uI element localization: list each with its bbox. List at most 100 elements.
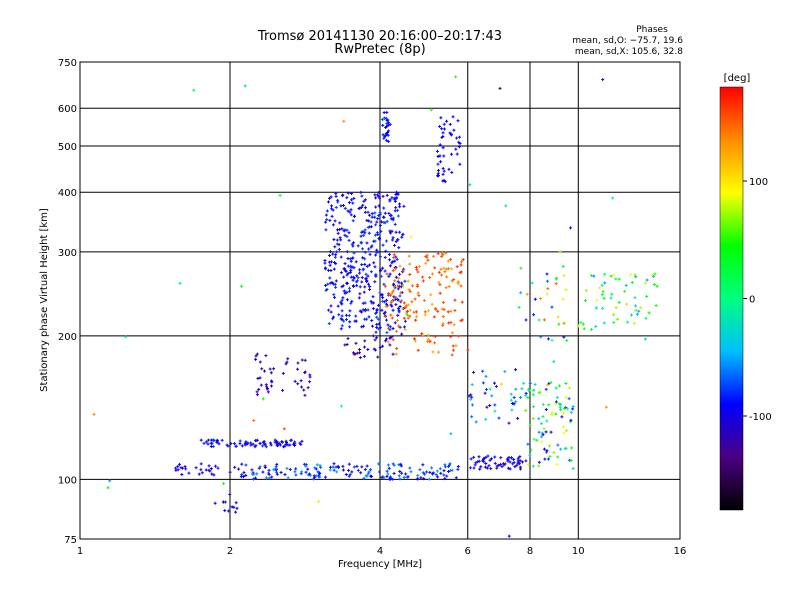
data-point <box>459 284 463 288</box>
data-point <box>569 226 573 230</box>
data-point <box>394 295 398 299</box>
data-point <box>384 116 388 120</box>
data-point <box>357 296 361 300</box>
data-point <box>253 445 257 449</box>
data-point <box>349 259 353 263</box>
data-point <box>636 312 640 316</box>
data-point <box>332 293 336 297</box>
data-point <box>556 315 560 319</box>
data-point <box>408 308 412 312</box>
data-point <box>435 469 439 473</box>
data-point <box>540 435 544 439</box>
data-point <box>435 149 439 153</box>
data-point <box>403 306 407 310</box>
data-point <box>518 465 522 469</box>
data-point <box>217 442 221 446</box>
data-point <box>375 248 379 252</box>
data-point <box>363 467 367 471</box>
data-point <box>403 319 407 323</box>
data-point <box>358 271 362 275</box>
data-point <box>318 475 322 479</box>
data-point <box>340 227 344 231</box>
data-point <box>457 140 461 144</box>
data-point <box>439 160 443 164</box>
data-point <box>513 465 517 469</box>
data-point <box>610 292 614 296</box>
data-point <box>558 250 562 254</box>
data-point <box>323 475 327 479</box>
data-point <box>402 204 406 208</box>
data-point <box>418 265 422 269</box>
data-point <box>446 267 450 271</box>
data-point <box>409 470 413 474</box>
data-point <box>634 304 638 308</box>
data-point <box>384 131 388 135</box>
data-point <box>528 453 532 457</box>
data-point <box>542 427 546 431</box>
data-point <box>493 461 497 465</box>
data-point <box>443 463 447 467</box>
data-point <box>524 394 528 398</box>
data-point <box>384 315 388 319</box>
data-point <box>261 444 265 448</box>
data-point <box>380 293 384 297</box>
data-point <box>348 257 352 261</box>
data-point <box>378 255 382 259</box>
data-point <box>238 439 242 443</box>
x-tick-label: 10 <box>572 546 585 557</box>
data-point <box>514 368 518 372</box>
data-point <box>405 310 409 314</box>
data-point <box>370 324 374 328</box>
data-point <box>199 462 203 466</box>
data-point <box>458 271 462 275</box>
data-point <box>376 217 380 221</box>
data-point <box>390 196 394 200</box>
data-point <box>537 460 541 464</box>
data-point <box>259 383 263 387</box>
data-point <box>445 474 449 478</box>
data-point <box>347 201 351 205</box>
data-point <box>386 140 390 144</box>
data-point <box>364 206 368 210</box>
data-point <box>332 267 336 271</box>
data-point <box>653 272 657 276</box>
data-point <box>617 277 621 281</box>
data-point <box>526 442 530 446</box>
data-point <box>434 307 438 311</box>
data-point <box>514 400 518 404</box>
data-point <box>339 300 343 304</box>
data-point <box>647 311 651 315</box>
data-point <box>490 394 494 398</box>
data-point <box>351 278 355 282</box>
data-point <box>612 320 616 324</box>
data-point <box>216 439 220 443</box>
data-point <box>570 446 574 450</box>
data-point <box>460 300 464 304</box>
data-point <box>396 284 400 288</box>
data-point <box>355 274 359 278</box>
data-point <box>516 416 520 420</box>
data-point <box>395 190 399 194</box>
data-point <box>381 243 385 247</box>
data-point <box>562 431 566 435</box>
data-point <box>526 396 530 400</box>
data-point <box>244 474 248 478</box>
data-point <box>557 402 561 406</box>
data-point <box>385 331 389 335</box>
data-point <box>339 204 343 208</box>
data-point <box>266 390 270 394</box>
data-point <box>251 442 255 446</box>
data-point <box>298 441 302 445</box>
data-point <box>361 256 365 260</box>
data-point <box>344 313 348 317</box>
data-point <box>363 339 367 343</box>
data-point <box>404 472 408 476</box>
data-point <box>333 255 337 259</box>
data-point <box>544 430 548 434</box>
data-point <box>108 479 112 483</box>
data-point <box>264 445 268 449</box>
phases-title: Phases <box>636 25 668 35</box>
data-point <box>388 325 392 329</box>
data-point <box>532 388 536 392</box>
data-point <box>382 476 386 480</box>
